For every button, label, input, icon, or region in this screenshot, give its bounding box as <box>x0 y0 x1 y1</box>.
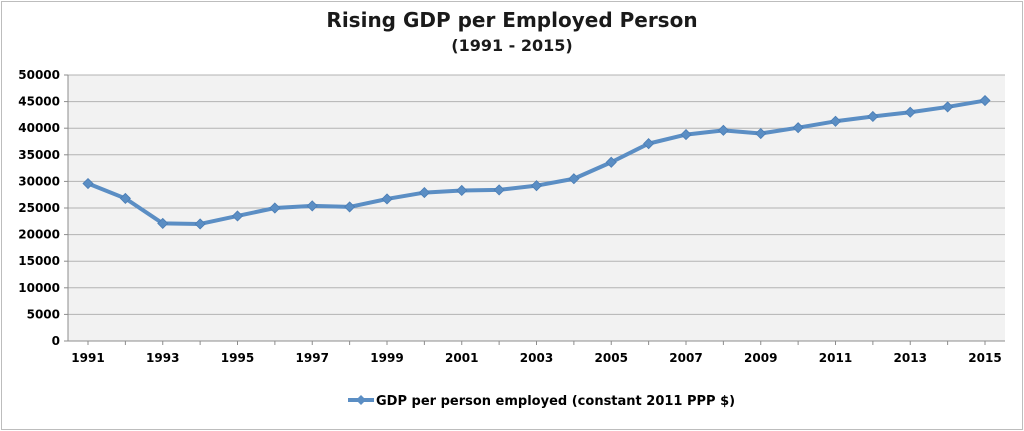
data-point <box>306 200 318 212</box>
x-tick-label: 1999 <box>370 351 403 365</box>
data-point <box>418 187 430 199</box>
legend[interactable]: GDP per person employed (constant 2011 P… <box>348 394 735 409</box>
y-tick-label: 15000 <box>18 254 60 268</box>
legend-marker <box>356 395 366 405</box>
data-point <box>269 202 281 214</box>
chart-subtitle: (1991 - 2015) <box>451 36 573 55</box>
y-tick-label: 35000 <box>18 148 60 162</box>
x-tick-label: 2011 <box>819 351 852 365</box>
y-tick-label: 20000 <box>18 228 60 242</box>
data-point <box>157 217 169 229</box>
data-point <box>530 180 543 192</box>
x-tick-label: 2013 <box>894 351 927 365</box>
x-tick-label: 1997 <box>296 351 329 365</box>
data-point <box>755 127 767 140</box>
x-tick-label: 1995 <box>221 351 254 365</box>
axes <box>67 75 1005 342</box>
y-tick-label: 5000 <box>27 307 60 321</box>
data-point <box>904 106 916 118</box>
data-point <box>829 115 842 127</box>
data-point <box>979 94 991 107</box>
x-tick-label: 2007 <box>669 351 702 365</box>
data-point <box>231 210 244 222</box>
data-point <box>493 184 505 196</box>
y-tick-label: 30000 <box>18 174 60 188</box>
x-tick-label: 1991 <box>71 351 104 365</box>
data-point <box>82 177 94 190</box>
data-point <box>344 201 356 213</box>
x-tick-label: 2009 <box>744 351 777 365</box>
data-point <box>717 124 729 136</box>
data-point <box>792 122 804 134</box>
x-tick-label: 2001 <box>445 351 478 365</box>
y-tick-label: 40000 <box>18 121 60 135</box>
data-point <box>942 101 954 113</box>
data-point <box>194 218 206 230</box>
x-tick-label: 2003 <box>520 351 553 365</box>
data-point <box>605 156 617 168</box>
legend-label: GDP per person employed (constant 2011 P… <box>376 394 735 409</box>
data-point <box>456 184 468 197</box>
series-layer <box>82 94 991 230</box>
y-tick-label: 50000 <box>18 68 60 82</box>
data-point <box>568 173 580 185</box>
chart-title: Rising GDP per Employed Person <box>326 8 698 32</box>
x-tick-label: 2015 <box>968 351 1001 365</box>
data-point <box>381 193 393 205</box>
y-tick-label: 45000 <box>18 95 60 109</box>
y-tick-label: 25000 <box>18 201 60 215</box>
data-point <box>119 192 131 204</box>
y-tick-label: 10000 <box>18 281 60 295</box>
data-point <box>643 138 655 150</box>
y-axis-ticks: 0 5000 10000 15000 20000 25000 30000 35000 40000… <box>18 68 68 348</box>
x-axis-ticks: 1991 1993 1995 1997 1999 2001 2003 2005 2007 2009… <box>71 341 1002 365</box>
x-tick-label: 1993 <box>146 351 179 365</box>
x-tick-label: 2005 <box>595 351 628 365</box>
y-tick-label: 0 <box>52 334 60 348</box>
data-point <box>680 129 692 141</box>
data-point <box>867 110 879 123</box>
